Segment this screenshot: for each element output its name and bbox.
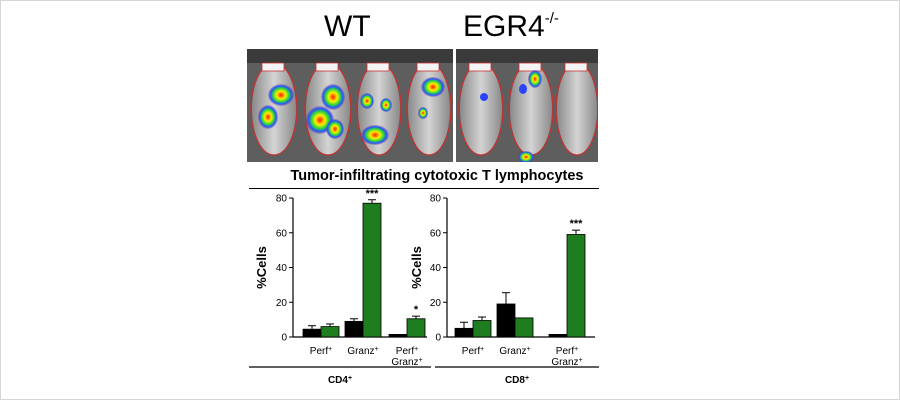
category-label: Perf+ [462,346,484,358]
y-tick-label: 80 [276,194,288,205]
bar [548,333,568,338]
category-label: Perf+ [556,346,578,358]
group-label: CD4+ [328,375,352,387]
mouse-6 [508,62,554,162]
mouse-bioluminescence-image-wt [247,49,453,162]
mouse-7 [555,62,598,156]
bar [406,318,426,338]
y-tick-label: 20 [276,298,288,309]
significance-label: * [414,304,419,316]
bar [496,303,516,338]
significance-label: *** [570,218,584,230]
y-tick-label: 0 [435,333,441,344]
bar [388,333,408,338]
y-tick-label: 80 [430,194,442,205]
y-tick-label: 20 [430,298,442,309]
mouse-3 [356,62,402,156]
bar [454,327,474,338]
mouse-image-panel-wt [247,49,453,162]
significance-label: *** [366,189,380,200]
condition-label-wt: WT [324,10,371,43]
category-label: Granz+ [499,346,530,358]
y-axis-label: %Cells [409,246,424,289]
category-label: Perf+ [310,346,332,358]
y-tick-label: 40 [430,263,442,274]
y-axis-label: %Cells [254,246,269,289]
bar [302,328,322,338]
y-tick-label: 60 [430,228,442,239]
y-tick-label: 0 [281,333,287,344]
category-label: Granz+ [347,346,378,358]
mouse-2 [304,62,352,156]
bar [362,202,382,338]
y-tick-label: 40 [276,263,288,274]
figure-title: Tumor-infiltrating cytotoxic T lymphocyt… [290,168,584,184]
category-label: Granz+ [551,357,582,369]
bar [320,326,340,338]
title-underline [249,188,599,189]
mouse-bioluminescence-image-egr4-ko [456,49,598,162]
mouse-1 [250,62,298,156]
group-label: CD8+ [505,375,529,387]
category-label: Granz+ [391,357,422,369]
bar [514,317,534,338]
category-label: Perf+ [396,346,418,358]
bar [344,320,364,338]
y-tick-label: 60 [276,228,288,239]
bar [472,320,492,338]
mouse-4 [406,62,452,156]
condition-label-egr4-ko: EGR4-/- [463,10,559,43]
bar [566,234,586,338]
mouse-image-panel-egr4-ko [456,49,598,162]
mouse-5 [458,62,504,156]
